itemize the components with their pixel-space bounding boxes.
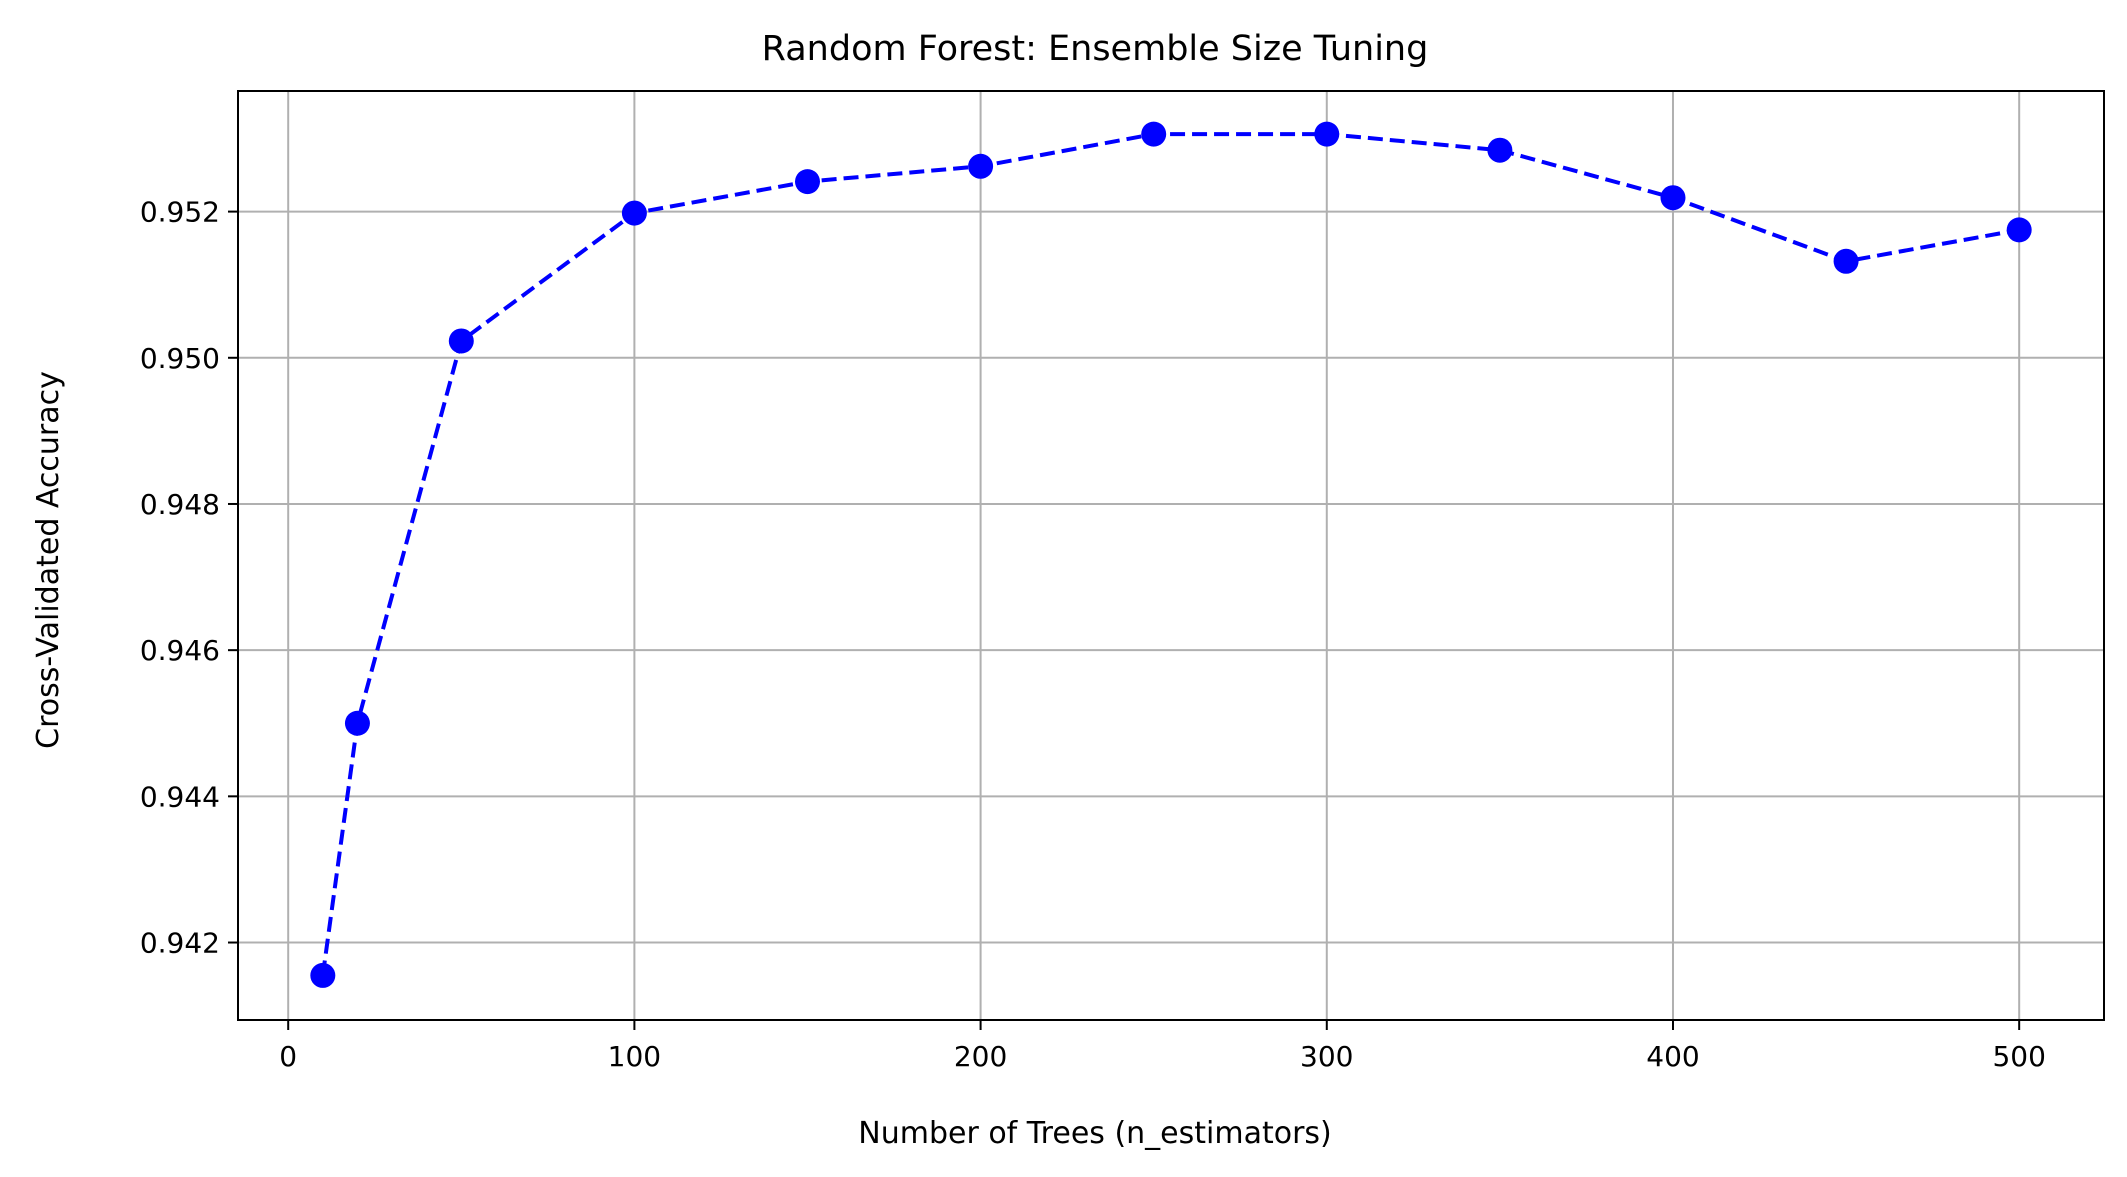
y-tick-label: 0.944 — [140, 780, 220, 813]
data-point — [448, 328, 474, 354]
data-point — [1314, 121, 1340, 147]
chart-title: Random Forest: Ensemble Size Tuning — [762, 29, 1429, 69]
data-point — [2006, 217, 2032, 243]
x-tick-label: 200 — [954, 1040, 1007, 1073]
data-point — [1660, 185, 1686, 211]
data-point — [344, 710, 370, 736]
tick-layer: 0 100 200 300 400 500 0.942 0.944 0.946 0.948 0.95… — [140, 196, 2046, 1073]
y-tick-label: 0.948 — [140, 488, 220, 521]
x-axis-title: Number of Trees (n_estimators) — [858, 1116, 1331, 1151]
data-point — [968, 153, 994, 179]
data-point — [794, 169, 820, 195]
x-tick-label: 100 — [608, 1040, 661, 1073]
data-point — [1487, 137, 1513, 163]
data-point — [1141, 121, 1167, 147]
grid — [238, 91, 2104, 1020]
x-tick-label: 0 — [279, 1040, 297, 1073]
x-tick-label: 500 — [1992, 1040, 2045, 1073]
data-point — [310, 962, 336, 988]
data-point — [621, 200, 647, 226]
y-axis-title: Cross-Validated Accuracy — [31, 371, 66, 749]
y-tick-label: 0.942 — [140, 927, 220, 960]
series-layer — [310, 121, 2032, 988]
plot-frame — [237, 90, 2105, 1021]
y-tick-label: 0.952 — [140, 196, 220, 229]
data-point — [1833, 248, 1859, 274]
series-line — [320, 132, 2020, 976]
y-tick-label: 0.950 — [140, 342, 220, 375]
x-tick-label: 300 — [1300, 1040, 1353, 1073]
y-tick-label: 0.946 — [140, 634, 220, 667]
x-tick-label: 400 — [1646, 1040, 1699, 1073]
